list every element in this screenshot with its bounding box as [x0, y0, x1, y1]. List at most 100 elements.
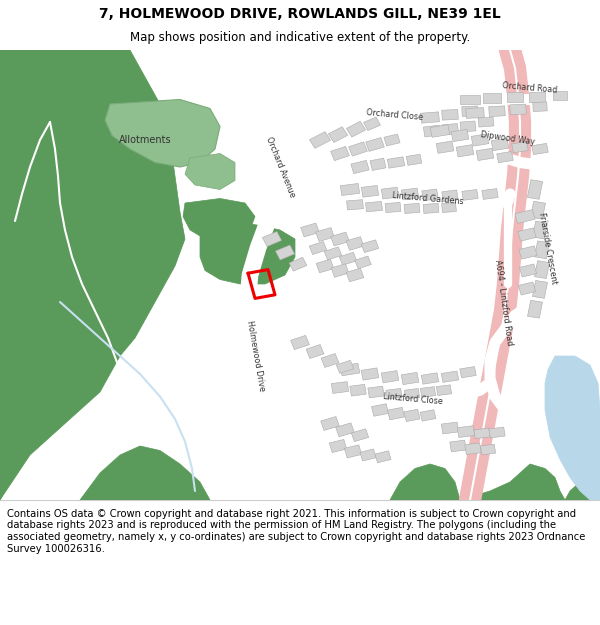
Polygon shape [450, 440, 466, 452]
Polygon shape [183, 199, 255, 239]
Polygon shape [185, 154, 235, 189]
Polygon shape [301, 223, 319, 237]
Polygon shape [344, 445, 362, 458]
Polygon shape [529, 92, 545, 102]
Polygon shape [460, 464, 565, 500]
Polygon shape [0, 275, 95, 500]
Text: Lintzford Close: Lintzford Close [383, 392, 443, 406]
Polygon shape [404, 389, 419, 399]
Polygon shape [456, 144, 474, 157]
Polygon shape [442, 190, 458, 202]
Polygon shape [491, 138, 509, 151]
Polygon shape [310, 132, 331, 148]
Text: 7, HOLMEWOOD DRIVE, ROWLANDS GILL, NE39 1EL: 7, HOLMEWOOD DRIVE, ROWLANDS GILL, NE39 … [99, 7, 501, 21]
Polygon shape [482, 189, 498, 199]
Polygon shape [200, 221, 295, 284]
Polygon shape [324, 247, 342, 260]
Polygon shape [535, 241, 550, 259]
Polygon shape [460, 94, 480, 104]
Polygon shape [424, 125, 440, 137]
Polygon shape [460, 121, 476, 132]
Text: Orchard Close: Orchard Close [366, 108, 424, 122]
Polygon shape [423, 203, 439, 214]
Polygon shape [336, 360, 354, 373]
Polygon shape [510, 104, 526, 115]
Polygon shape [466, 107, 484, 118]
Polygon shape [361, 240, 379, 252]
Polygon shape [478, 117, 494, 127]
Text: Friarside Crescent: Friarside Crescent [537, 211, 559, 284]
Polygon shape [519, 246, 537, 259]
Polygon shape [328, 127, 347, 142]
Polygon shape [474, 428, 490, 439]
Polygon shape [442, 202, 457, 212]
Text: Orchard Road: Orchard Road [502, 81, 558, 95]
Polygon shape [316, 259, 334, 272]
Polygon shape [422, 189, 438, 201]
Polygon shape [518, 228, 536, 241]
Polygon shape [365, 138, 385, 151]
Polygon shape [533, 102, 547, 111]
Polygon shape [442, 422, 458, 434]
Polygon shape [371, 404, 388, 416]
Polygon shape [520, 264, 536, 277]
Polygon shape [420, 410, 436, 421]
Text: Map shows position and indicative extent of the property.: Map shows position and indicative extent… [130, 31, 470, 44]
Polygon shape [401, 188, 419, 200]
Text: Holmewood Drive: Holmewood Drive [245, 320, 266, 392]
Polygon shape [481, 444, 496, 455]
Polygon shape [421, 112, 439, 123]
Polygon shape [331, 232, 349, 246]
Polygon shape [476, 148, 494, 161]
Text: Dipwood Way: Dipwood Way [480, 130, 536, 146]
Polygon shape [386, 388, 402, 399]
Polygon shape [390, 464, 460, 500]
Polygon shape [462, 106, 478, 116]
Polygon shape [404, 409, 420, 421]
Polygon shape [331, 382, 349, 393]
Polygon shape [565, 478, 600, 500]
Polygon shape [346, 237, 364, 250]
Polygon shape [404, 203, 420, 214]
Polygon shape [532, 143, 548, 154]
Polygon shape [401, 372, 419, 384]
Polygon shape [462, 189, 478, 200]
Polygon shape [436, 385, 452, 396]
Polygon shape [406, 154, 422, 166]
Polygon shape [533, 221, 547, 239]
Text: Lintzford Gardens: Lintzford Gardens [392, 191, 464, 206]
Polygon shape [275, 245, 295, 260]
Polygon shape [421, 373, 439, 384]
Polygon shape [457, 426, 475, 438]
Polygon shape [346, 268, 364, 282]
Polygon shape [340, 184, 359, 196]
Polygon shape [351, 161, 369, 174]
Polygon shape [375, 451, 391, 462]
Polygon shape [309, 241, 327, 254]
Polygon shape [451, 129, 469, 142]
Text: Orchard Avenue: Orchard Avenue [263, 135, 296, 199]
Polygon shape [368, 386, 384, 398]
Polygon shape [321, 354, 339, 367]
Polygon shape [289, 258, 307, 271]
Polygon shape [290, 336, 310, 349]
Polygon shape [361, 186, 379, 198]
Polygon shape [365, 201, 382, 212]
Polygon shape [320, 417, 340, 431]
Polygon shape [545, 356, 600, 500]
Polygon shape [335, 423, 355, 437]
Polygon shape [0, 50, 185, 500]
Polygon shape [105, 99, 220, 167]
Polygon shape [553, 91, 567, 99]
Polygon shape [512, 142, 528, 152]
Polygon shape [483, 92, 501, 103]
Polygon shape [465, 443, 481, 454]
Polygon shape [347, 200, 364, 210]
Polygon shape [262, 231, 281, 246]
Polygon shape [331, 264, 349, 278]
Polygon shape [497, 151, 513, 162]
Polygon shape [0, 50, 130, 167]
Polygon shape [355, 256, 371, 269]
Polygon shape [361, 368, 379, 380]
Text: Contains OS data © Crown copyright and database right 2021. This information is : Contains OS data © Crown copyright and d… [7, 509, 586, 554]
